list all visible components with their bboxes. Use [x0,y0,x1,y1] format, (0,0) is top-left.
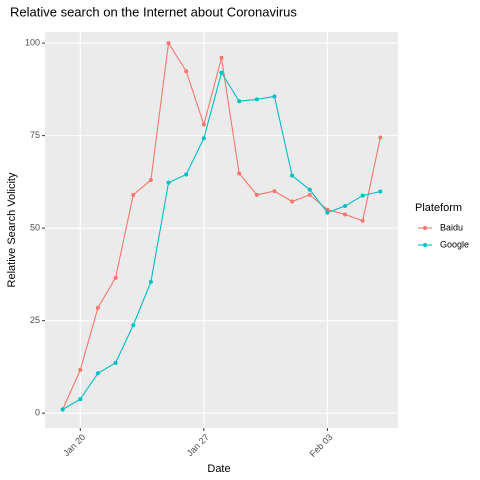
point [360,218,365,223]
point [131,323,136,328]
point [78,367,83,372]
point [360,193,365,198]
point [166,180,171,185]
point [184,69,189,74]
point [201,122,206,127]
x-tick-label: Jan 20 [61,432,87,458]
chart-title: Relative search on the Internet about Co… [10,4,297,19]
point [201,136,206,141]
x-tick-label: Feb 03 [308,432,335,459]
point [219,70,224,75]
x-tick-label: Jan 27 [185,432,211,458]
legend-swatch [423,226,427,230]
point [131,192,136,197]
point [78,397,83,402]
y-tick-label: 25 [30,315,40,325]
x-axis-title: Date [207,463,230,475]
point [307,187,312,192]
legend-title: Plateform [415,202,462,214]
point [254,97,259,102]
legend-label: Baidu [440,222,463,232]
point [184,172,189,177]
y-tick-label: 100 [25,37,40,47]
point [237,99,242,104]
point [148,178,153,183]
point [254,192,259,197]
point [272,189,277,194]
point [148,279,153,284]
point [166,41,171,46]
point [343,212,348,217]
point [113,360,118,365]
point [325,210,330,215]
panel [45,32,398,428]
point [237,171,242,176]
point [343,203,348,208]
y-axis-title: Relative Search Volicity [6,172,18,287]
point [219,55,224,60]
point [60,407,65,412]
y-tick-label: 50 [30,223,40,233]
legend-swatch [423,243,427,247]
point [378,135,383,140]
point [290,173,295,178]
point [378,189,383,194]
y-tick-label: 75 [30,130,40,140]
point [113,275,118,280]
point [95,371,100,376]
point [272,94,277,99]
point [95,305,100,310]
point [290,199,295,204]
point [307,192,312,197]
y-tick-label: 0 [35,408,40,418]
legend-label: Google [440,239,469,249]
